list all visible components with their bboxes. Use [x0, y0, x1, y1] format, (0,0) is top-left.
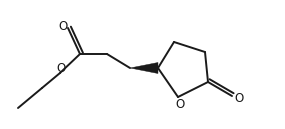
Text: O: O [234, 91, 244, 104]
Text: O: O [58, 19, 68, 33]
Polygon shape [130, 62, 158, 74]
Text: O: O [175, 98, 185, 111]
Text: O: O [56, 62, 66, 75]
